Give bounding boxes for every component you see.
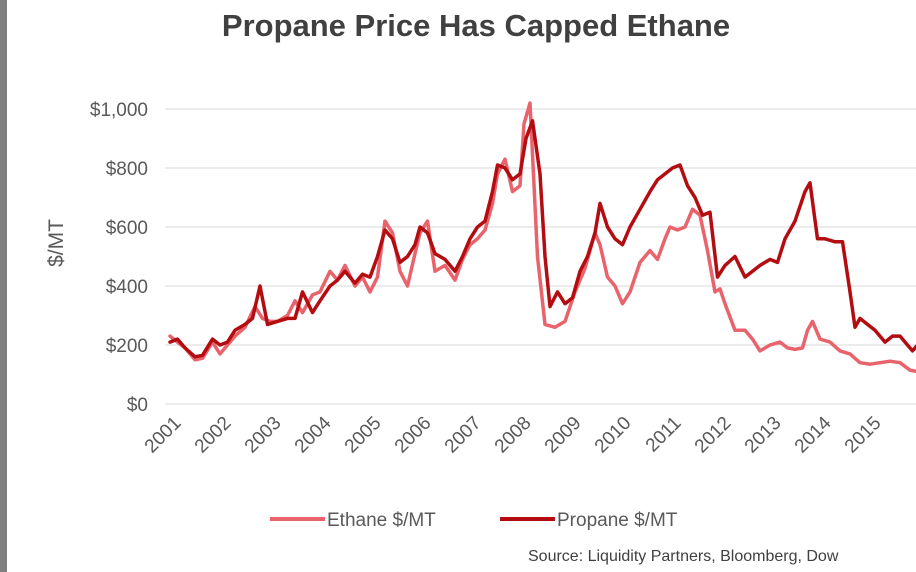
y-tick-label: $400 — [106, 277, 148, 298]
x-tick-label: 2015 — [841, 413, 886, 458]
series-lines — [168, 101, 916, 374]
y-tick-label: $200 — [106, 336, 148, 357]
x-tick-label: 2007 — [441, 413, 486, 458]
x-tick-label: 2004 — [291, 412, 336, 457]
chart-title: Propane Price Has Capped Ethane — [222, 8, 730, 43]
y-tick-label: $800 — [106, 159, 148, 180]
source-note: Source: Liquidity Partners, Bloomberg, D… — [528, 548, 839, 565]
x-tick-label: 2008 — [491, 413, 536, 458]
x-tick-label: 2003 — [241, 413, 286, 458]
y-tick-labels: $0 $200 $400 $600 $800 $1,000 — [90, 100, 148, 416]
y-tick-label: $1,000 — [90, 100, 148, 121]
y-axis-label: $/MT — [45, 219, 68, 267]
y-tick-label: $0 — [127, 395, 148, 416]
legend-label-propane: Propane $/MT — [557, 510, 678, 531]
x-tick-labels: 2001 2002 2003 2004 2005 2006 2007 2008 2009 2010… — [141, 412, 886, 457]
gridlines — [165, 108, 916, 405]
x-tick-label: 2010 — [591, 413, 636, 458]
x-tick-label: 2001 — [141, 413, 186, 458]
propane-line — [168, 119, 916, 359]
y-tick-label: $600 — [106, 218, 148, 239]
x-tick-label: 2005 — [341, 413, 386, 458]
x-tick-label: 2014 — [791, 412, 836, 457]
legend: Ethane $/MT Propane $/MT — [270, 510, 678, 531]
x-tick-label: 2009 — [541, 413, 586, 458]
left-accent-bar — [0, 0, 7, 572]
x-tick-label: 2012 — [691, 413, 736, 458]
x-tick-label: 2006 — [391, 413, 436, 458]
x-tick-label: 2002 — [191, 413, 236, 458]
legend-label-ethane: Ethane $/MT — [327, 510, 436, 531]
x-tick-label: 2011 — [642, 413, 686, 457]
x-tick-label: 2013 — [741, 413, 786, 458]
